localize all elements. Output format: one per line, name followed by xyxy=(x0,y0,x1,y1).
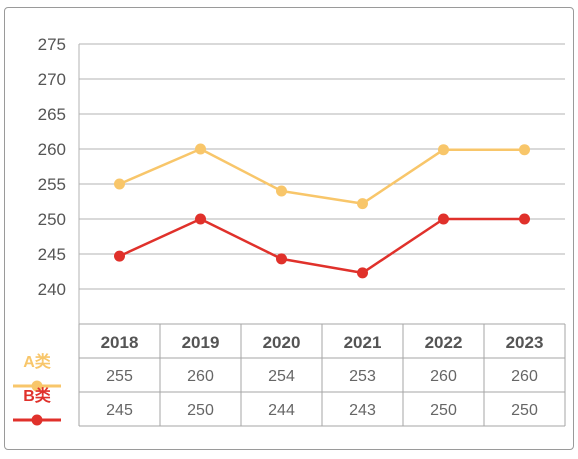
y-tick-label: 275 xyxy=(38,35,66,54)
data-point xyxy=(276,253,287,265)
table-cell-value: 260 xyxy=(511,368,538,385)
data-point xyxy=(195,213,206,225)
y-tick-label: 240 xyxy=(38,280,66,299)
table-header-year: 2022 xyxy=(425,333,463,352)
data-point xyxy=(114,250,125,262)
legend-marker xyxy=(31,380,43,392)
table-header-year: 2018 xyxy=(101,333,139,352)
table-cell-value: 255 xyxy=(106,368,133,385)
legend-marker xyxy=(31,414,43,426)
y-tick-label: 245 xyxy=(38,245,66,264)
legend-label: B类 xyxy=(23,386,52,405)
table-cell-value: 260 xyxy=(430,368,457,385)
table-cell-value: 243 xyxy=(349,402,376,419)
chart-frame xyxy=(4,7,574,450)
table-header-year: 2019 xyxy=(182,333,220,352)
table-cell-value: 245 xyxy=(106,402,133,419)
data-point xyxy=(357,267,368,279)
table-cell-value: 253 xyxy=(349,368,376,385)
table-cell-value: 250 xyxy=(511,402,538,419)
y-tick-label: 250 xyxy=(38,210,66,229)
table-cell-value: 250 xyxy=(187,402,214,419)
table-header-year: 2020 xyxy=(263,333,301,352)
y-tick-label: 255 xyxy=(38,175,66,194)
series-line-1 xyxy=(119,147,525,205)
series-line-2 xyxy=(118,217,525,275)
table-cell-value: 260 xyxy=(187,368,214,385)
data-point xyxy=(438,213,449,225)
data-point xyxy=(114,178,125,190)
data-point xyxy=(519,144,530,156)
table-cell-value: 250 xyxy=(430,402,457,419)
table-header-year: 2023 xyxy=(506,333,544,352)
data-point xyxy=(276,185,287,197)
table-header-year: 2021 xyxy=(344,333,382,352)
data-point xyxy=(519,213,530,225)
y-tick-label: 265 xyxy=(38,105,66,124)
y-tick-label: 260 xyxy=(38,140,66,159)
data-point xyxy=(195,143,206,155)
table-cell-value: 254 xyxy=(268,368,295,385)
data-point xyxy=(357,198,368,210)
legend-label: A类 xyxy=(23,352,52,371)
y-tick-label: 270 xyxy=(38,70,66,89)
table-cell-value: 244 xyxy=(268,402,295,419)
data-point xyxy=(438,144,449,156)
